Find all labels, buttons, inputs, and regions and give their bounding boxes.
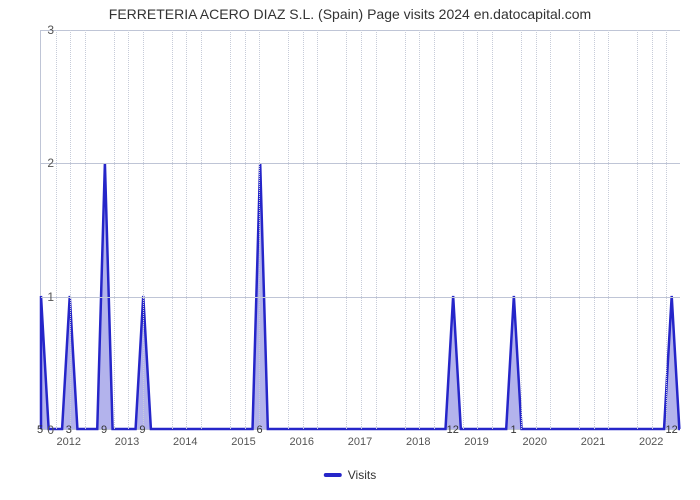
y-tick-label: 1 (14, 290, 54, 304)
grid-line-v-dotted (186, 30, 187, 429)
x-year-label: 2016 (290, 436, 314, 448)
legend-swatch (324, 473, 342, 477)
grid-line-v-dotted (666, 30, 667, 429)
chart-title: FERRETERIA ACERO DIAZ S.L. (Spain) Page … (0, 0, 700, 22)
x-year-label: 2012 (57, 436, 81, 448)
grid-line-v-dotted (245, 30, 246, 429)
x-year-label: 2018 (406, 436, 430, 448)
spike-fill (445, 296, 460, 429)
grid-line-v-dotted (405, 30, 406, 429)
grid-line-v-dotted (419, 30, 420, 429)
chart-container: FERRETERIA ACERO DIAZ S.L. (Spain) Page … (0, 0, 700, 500)
spike-value-label: 1 (511, 424, 517, 436)
legend-label: Visits (348, 468, 376, 482)
grid-line-v-dotted (521, 30, 522, 429)
grid-line-v-dotted (361, 30, 362, 429)
spike-value-label: 5 (37, 424, 43, 436)
x-year-label: 2014 (173, 436, 197, 448)
grid-line-v-dotted (172, 30, 173, 429)
grid-line-v-dotted (143, 30, 144, 429)
grid-line-v-dotted (56, 30, 57, 429)
grid-line-v-dotted (85, 30, 86, 429)
grid-line-v-dotted (346, 30, 347, 429)
y-tick-label: 0 (14, 423, 54, 437)
y-tick-label: 3 (14, 23, 54, 37)
grid-line-v-dotted (463, 30, 464, 429)
grid-line-v-dotted (128, 30, 129, 429)
x-year-label: 2013 (115, 436, 139, 448)
spike-value-label: 9 (101, 424, 107, 436)
plot-area (40, 30, 680, 430)
grid-line-v-dotted (536, 30, 537, 429)
spike-value-label: 12 (666, 424, 678, 436)
legend: Visits (324, 468, 376, 482)
grid-line-v-dotted (637, 30, 638, 429)
grid-line-v-dotted (288, 30, 289, 429)
grid-line-v-dotted (201, 30, 202, 429)
spike-fill (506, 296, 521, 429)
grid-line-v-dotted (70, 30, 71, 429)
x-year-label: 2020 (522, 436, 546, 448)
spike-fill (41, 296, 49, 429)
grid-line-v-dotted (114, 30, 115, 429)
x-year-label: 2015 (231, 436, 255, 448)
grid-line-v-dotted (434, 30, 435, 429)
spike-value-label: 9 (139, 424, 145, 436)
grid-line-v-dotted (303, 30, 304, 429)
x-year-label: 2021 (581, 436, 605, 448)
x-year-label: 2019 (464, 436, 488, 448)
spike-value-label: 12 (447, 424, 459, 436)
grid-line-v-dotted (317, 30, 318, 429)
grid-line-v-dotted (579, 30, 580, 429)
grid-line-v-dotted (259, 30, 260, 429)
y-tick-label: 2 (14, 156, 54, 170)
spike-value-label: 6 (256, 424, 262, 436)
x-year-label: 2017 (348, 436, 372, 448)
grid-line-v-dotted (652, 30, 653, 429)
grid-line-v-dotted (608, 30, 609, 429)
grid-line-v-dotted (550, 30, 551, 429)
grid-line-v-dotted (477, 30, 478, 429)
grid-line-v-dotted (594, 30, 595, 429)
grid-line-v-dotted (492, 30, 493, 429)
x-year-label: 2022 (639, 436, 663, 448)
grid-line-v-dotted (376, 30, 377, 429)
spike-value-label: 3 (66, 424, 72, 436)
grid-line-v-dotted (230, 30, 231, 429)
